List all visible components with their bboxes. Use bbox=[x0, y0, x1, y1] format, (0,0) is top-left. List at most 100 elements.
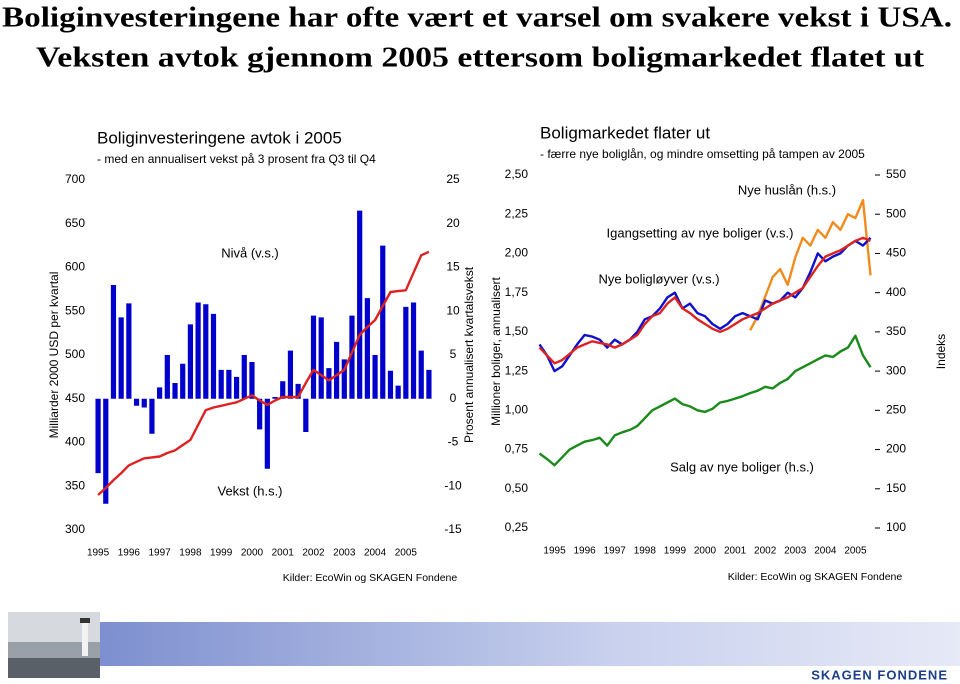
bar bbox=[210, 313, 217, 399]
y-tick-label: 2,25 bbox=[505, 206, 529, 220]
chart-title: Boligmarkedet flater ut bbox=[540, 123, 710, 142]
x-tick-label: 2003 bbox=[333, 548, 356, 559]
y-tick-label: 650 bbox=[65, 216, 85, 230]
source-note: Kilder: EcoWin og SKAGEN Fondene bbox=[283, 572, 458, 584]
y2-tick-label: 450 bbox=[886, 246, 906, 260]
bar bbox=[149, 398, 155, 434]
series-label: Vekst (h.s.) bbox=[217, 483, 282, 498]
chart-subtitle: - færre nye boliglån, og mindre omsettin… bbox=[540, 147, 865, 161]
y2-axis-label: Indeks bbox=[934, 334, 948, 369]
line-series bbox=[538, 334, 872, 467]
y-axis-label: Milliarder 2000 USD per kvartal bbox=[47, 272, 61, 439]
bar bbox=[118, 317, 124, 399]
x-tick-label: 2004 bbox=[364, 548, 387, 559]
y2-tick-label: -5 bbox=[448, 435, 459, 449]
bar bbox=[349, 315, 355, 399]
x-tick-label: 1995 bbox=[543, 546, 566, 557]
x-tick-label: 2002 bbox=[302, 548, 325, 559]
y-tick-label: 600 bbox=[65, 260, 85, 274]
bar bbox=[303, 398, 309, 432]
bar bbox=[395, 385, 401, 399]
y-tick-label: 2,00 bbox=[505, 246, 529, 260]
bar bbox=[426, 369, 432, 399]
line-series bbox=[538, 236, 871, 365]
y-tick-label: 1,25 bbox=[505, 363, 529, 377]
bar bbox=[364, 298, 370, 399]
bar bbox=[410, 302, 417, 399]
y-tick-label: 2,50 bbox=[505, 167, 529, 181]
x-tick-label: 2000 bbox=[241, 548, 264, 559]
y2-tick-label: -10 bbox=[444, 478, 462, 492]
bar bbox=[318, 317, 324, 399]
y2-tick-label: 10 bbox=[446, 303, 460, 317]
bar bbox=[264, 398, 270, 469]
bar bbox=[164, 355, 170, 399]
source-note: Kilder: EcoWin og SKAGEN Fondene bbox=[728, 571, 903, 583]
y2-tick-label: -15 bbox=[444, 522, 462, 536]
bar bbox=[141, 398, 147, 408]
footer-band bbox=[100, 622, 960, 666]
y2-tick-label: 250 bbox=[886, 403, 906, 417]
x-tick-label: 2003 bbox=[784, 546, 807, 557]
bar bbox=[226, 369, 232, 399]
footer-photo bbox=[8, 612, 100, 678]
series-label: Salg av nye boliger (h.s.) bbox=[670, 459, 814, 474]
line-series bbox=[97, 250, 430, 496]
series-label: Nivå (v.s.) bbox=[221, 245, 279, 260]
bar bbox=[203, 304, 209, 399]
bar bbox=[357, 210, 363, 399]
bar bbox=[233, 376, 240, 399]
y-tick-label: 350 bbox=[65, 478, 85, 492]
bar bbox=[280, 381, 286, 399]
y2-tick-label: 0 bbox=[450, 391, 457, 405]
y2-tick-label: 500 bbox=[886, 206, 906, 220]
bar bbox=[95, 398, 101, 474]
x-tick-label: 1999 bbox=[210, 548, 233, 559]
y-tick-label: 400 bbox=[65, 435, 85, 449]
bar bbox=[195, 302, 201, 399]
bar bbox=[295, 383, 301, 399]
series-label: Igangsetting av nye boliger (v.s.) bbox=[607, 225, 794, 240]
bar bbox=[172, 383, 178, 399]
x-tick-label: 2004 bbox=[814, 546, 837, 557]
y-axis-label: Millioner boliger, annualisert bbox=[489, 276, 503, 425]
chart-subtitle: - med en annualisert vekst på 3 prosent … bbox=[97, 152, 376, 166]
x-tick-label: 1996 bbox=[574, 546, 597, 557]
x-tick-label: 1995 bbox=[87, 548, 110, 559]
slide-title-line: Veksten avtok gjennom 2005 ettersom boli… bbox=[36, 42, 924, 74]
y-tick-label: 1,75 bbox=[505, 285, 529, 299]
line-series bbox=[538, 236, 872, 373]
bar bbox=[187, 324, 194, 399]
y-tick-label: 550 bbox=[65, 303, 85, 317]
x-tick-label: 1997 bbox=[604, 546, 627, 557]
series-label: Nye huslån (h.s.) bbox=[738, 182, 836, 197]
y-tick-label: 1,00 bbox=[505, 403, 529, 417]
bar bbox=[341, 359, 347, 399]
bar bbox=[218, 369, 224, 399]
x-tick-label: 2005 bbox=[395, 548, 418, 559]
y2-tick-label: 25 bbox=[446, 172, 460, 186]
y2-tick-label: 300 bbox=[886, 363, 906, 377]
line-series bbox=[749, 198, 872, 331]
bar bbox=[241, 355, 247, 399]
bar bbox=[272, 397, 278, 399]
bar bbox=[126, 303, 132, 399]
y2-tick-label: 550 bbox=[886, 167, 906, 181]
slide-title-line: Boliginvesteringene har ofte vært et var… bbox=[2, 2, 952, 34]
series-label: Nye boligløyver (v.s.) bbox=[598, 271, 719, 286]
y2-tick-label: 200 bbox=[886, 442, 906, 456]
y-tick-label: 1,50 bbox=[505, 324, 529, 338]
y2-tick-label: 350 bbox=[886, 324, 906, 338]
x-tick-label: 1997 bbox=[149, 548, 172, 559]
y-tick-label: 300 bbox=[65, 522, 85, 536]
bar bbox=[249, 362, 255, 399]
x-tick-label: 2001 bbox=[724, 546, 747, 557]
bar bbox=[157, 387, 163, 399]
bar bbox=[310, 315, 317, 399]
y-tick-label: 500 bbox=[65, 347, 85, 361]
chart-title: Boliginvesteringene avtok i 2005 bbox=[97, 128, 342, 147]
y2-tick-label: 400 bbox=[886, 285, 906, 299]
x-tick-label: 1998 bbox=[634, 546, 657, 557]
y-tick-label: 0,75 bbox=[505, 442, 529, 456]
